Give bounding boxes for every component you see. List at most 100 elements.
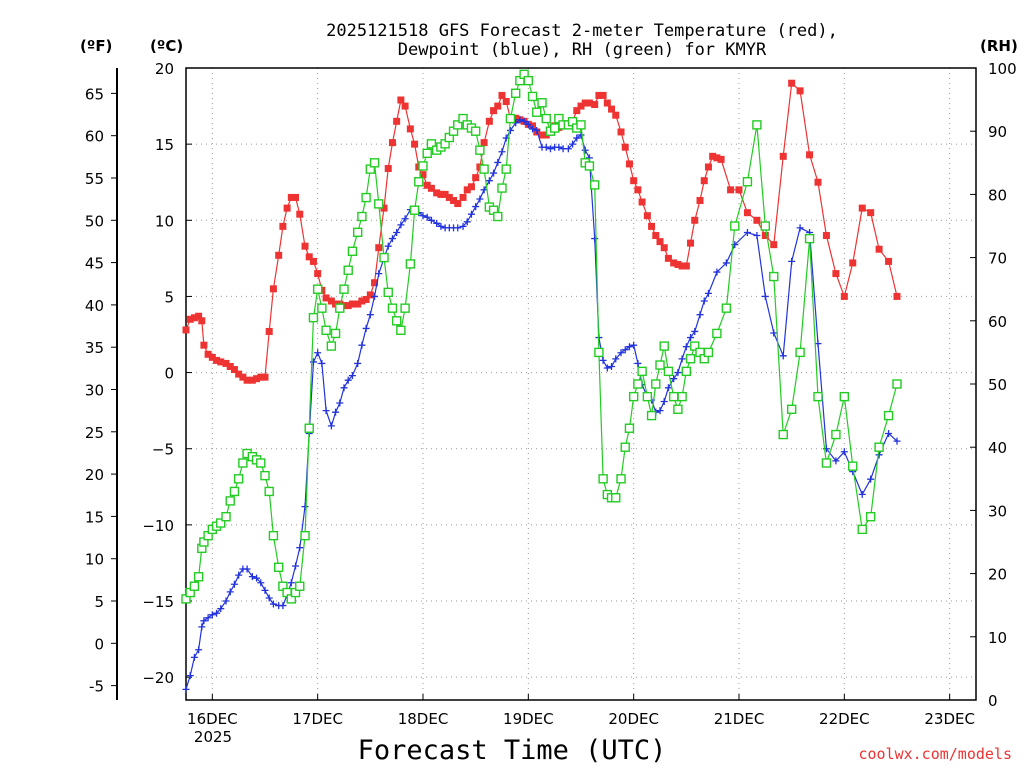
temperature-point xyxy=(652,232,660,240)
temperature-point xyxy=(322,294,330,302)
rh-point xyxy=(611,493,621,503)
rh-point xyxy=(453,120,463,130)
dewpoint-point xyxy=(867,475,875,483)
rh-point xyxy=(369,158,380,168)
rh-point xyxy=(300,530,310,541)
rh-point xyxy=(268,530,279,541)
rh-point xyxy=(677,391,687,402)
temperature-point xyxy=(687,239,695,247)
dewpoint-point xyxy=(713,268,721,276)
rh-point xyxy=(839,391,850,402)
chart-title-line2: Dewpoint (blue), RH (green) for KMYR xyxy=(398,40,767,60)
rh-point xyxy=(238,458,248,468)
temperature-point xyxy=(257,373,265,381)
rh-tick-label: 20 xyxy=(988,566,1007,584)
dewpoint-point xyxy=(704,289,712,297)
rh-point xyxy=(642,391,653,402)
rh-point xyxy=(786,404,797,414)
dewpoint-point xyxy=(213,609,221,617)
dewpoint-point xyxy=(722,259,730,267)
dewpoint-point xyxy=(287,579,295,587)
temperature-point xyxy=(371,279,379,287)
rh-point xyxy=(848,461,858,471)
rh-point xyxy=(414,177,424,187)
rh-point xyxy=(391,316,402,326)
rh-point xyxy=(813,391,823,402)
rh-tick-label: 30 xyxy=(988,502,1007,520)
dewpoint-point xyxy=(222,597,230,605)
dewpoint-point xyxy=(753,232,761,240)
dewpoint-point xyxy=(269,600,277,608)
temperature-point xyxy=(796,87,804,95)
rh-point xyxy=(831,429,841,440)
rh-tick-label: 100 xyxy=(988,60,1017,78)
temperature-point xyxy=(208,353,216,361)
rh-point xyxy=(537,98,547,108)
temperature-point xyxy=(222,359,230,367)
temperature-point xyxy=(512,114,520,122)
temperature-point xyxy=(366,291,374,299)
rh-point xyxy=(821,458,832,468)
temperature-point xyxy=(230,366,238,374)
x-axis-title: Forecast Time (UTC) xyxy=(358,735,667,766)
plot-frame xyxy=(185,67,977,701)
temperature-point xyxy=(753,216,761,224)
temperature-line xyxy=(185,81,898,381)
rh-point xyxy=(256,458,266,468)
temperature-point xyxy=(875,245,883,253)
temperature-point xyxy=(213,356,221,364)
rh-point xyxy=(510,88,521,98)
temperature-point xyxy=(248,376,256,384)
x-tick-label: 20DEC xyxy=(608,710,659,728)
dewpoint-point xyxy=(696,311,704,319)
temperature-point xyxy=(419,171,427,179)
fahrenheit-tick-label: 35 xyxy=(85,339,104,357)
temperature-point xyxy=(660,244,668,252)
x-year-label: 2025 xyxy=(194,728,232,746)
fahrenheit-tick-label: 5 xyxy=(94,593,104,611)
dewpoint-point xyxy=(656,407,664,415)
rh-point xyxy=(295,581,305,591)
temperature-point xyxy=(423,181,431,189)
rh-point xyxy=(379,252,389,263)
dewpoint-point xyxy=(467,210,475,218)
temperature-point xyxy=(411,140,419,148)
fahrenheit-tick-label: -5 xyxy=(89,678,104,696)
rh-tick-label: 10 xyxy=(988,629,1007,647)
dewpoint-point xyxy=(437,222,445,230)
rh-point xyxy=(233,474,244,484)
fahrenheit-tick-label: 15 xyxy=(85,508,104,526)
dewpoint-point xyxy=(433,219,441,227)
temperature-point xyxy=(761,232,769,240)
x-tick-label: 19DEC xyxy=(503,710,554,728)
temperature-point xyxy=(226,362,234,370)
rh-point xyxy=(505,113,516,124)
temperature-point xyxy=(573,107,581,115)
fahrenheit-tick-label: 40 xyxy=(85,297,104,315)
dewpoint-point xyxy=(674,369,682,377)
temperature-point xyxy=(186,315,194,323)
dewpoint-point xyxy=(261,586,269,594)
dewpoint-point xyxy=(678,355,686,363)
dewpoint-point xyxy=(634,359,642,367)
dewpoint-point xyxy=(265,594,273,602)
temperature-point xyxy=(358,297,366,305)
rh-point xyxy=(804,233,815,244)
temperature-point xyxy=(344,302,352,310)
dewpoint-point xyxy=(336,399,344,407)
temperature-point xyxy=(630,177,638,185)
temperature-point xyxy=(445,193,453,201)
temperature-point xyxy=(674,260,682,268)
dewpoint-point xyxy=(490,169,498,177)
dewpoint-point xyxy=(858,490,866,498)
temperature-point xyxy=(634,186,642,194)
dewpoint-point xyxy=(770,329,778,337)
temperature-point xyxy=(198,317,206,325)
fahrenheit-tick-label: 65 xyxy=(85,85,104,103)
temperature-point xyxy=(599,91,607,99)
rh-point xyxy=(330,328,341,339)
temperature-point xyxy=(472,174,480,182)
dewpoint-point xyxy=(230,580,238,588)
rh-point xyxy=(659,341,669,351)
dewpoint-point xyxy=(700,297,708,305)
